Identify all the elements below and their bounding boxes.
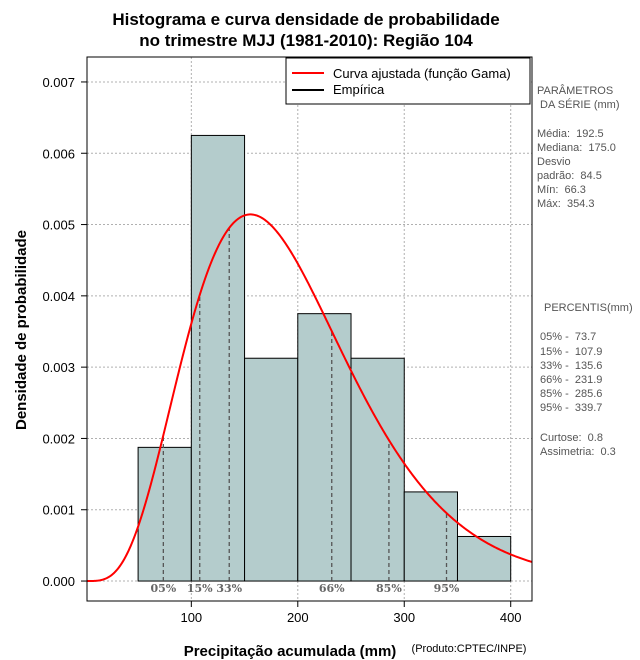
y-tick-label-7: 0.007 <box>42 75 75 90</box>
param-media: Média: 192.5 <box>537 128 604 140</box>
gamma-fit-curve <box>87 213 533 583</box>
histogram-bar-4 <box>350 357 405 582</box>
y-tick-label-5: 0.005 <box>42 218 75 233</box>
chart-title: Histograma e curva densidade de probabil… <box>112 10 499 50</box>
percentile-label-4: 85% <box>376 582 402 595</box>
stat-assimetria: Assimetria: 0.3 <box>540 446 616 458</box>
x-tick-label-1: 200 <box>287 610 309 625</box>
stat-curtose: Curtose: 0.8 <box>540 432 603 444</box>
series-parameters-panel: PARÂMETROS DA SÉRIE (mm) Média: 192.5 Me… <box>537 84 633 458</box>
percentil-33: 33% - 135.6 <box>540 360 602 372</box>
parameters-heading-line-2: DA SÉRIE (mm) <box>537 98 620 111</box>
y-tick-label-3: 0.003 <box>42 360 75 375</box>
histogram-bar-3 <box>297 313 352 582</box>
param-min: Mín: 66.3 <box>537 184 586 196</box>
x-tick-label-0: 100 <box>180 610 202 625</box>
percentil-15: 15% - 107.9 <box>540 346 602 358</box>
percentil-05: 05% - 73.7 <box>540 331 596 343</box>
percentile-label-2: 33% <box>216 582 242 595</box>
y-tick-label-6: 0.006 <box>42 146 75 161</box>
x-axis-title: Precipitação acumulada (mm) <box>184 643 397 660</box>
percentil-95: 95% - 339.7 <box>540 402 602 414</box>
percentis-heading: PERCENTIS(mm) <box>544 302 633 314</box>
legend-label-empirica: Empírica <box>333 82 385 97</box>
legend: Curva ajustada (função Gama) Empírica <box>285 57 531 105</box>
legend-box <box>285 57 531 105</box>
percentile-labels: 05% 15% 33% 66% 85% 95% <box>150 582 459 595</box>
histogram-bar-5 <box>403 491 458 582</box>
percentile-label-5: 95% <box>434 582 460 595</box>
y-tick-label-1: 0.001 <box>42 503 75 518</box>
percentil-85: 85% - 285.6 <box>540 388 602 400</box>
percentil-66: 66% - 231.9 <box>540 374 602 386</box>
y-axis: 0.000 0.001 0.002 0.003 0.004 0.005 0.006 0.007 <box>42 75 87 589</box>
x-axis: 100 200 300 400 <box>180 601 522 625</box>
histogram-bars <box>137 134 512 582</box>
chart-title-line-2: no trimestre MJJ (1981-2010): Região 104 <box>139 31 473 50</box>
percentile-label-3: 66% <box>319 582 345 595</box>
param-desvio: Desvio <box>537 156 571 168</box>
percentile-label-1: 15% <box>187 582 213 595</box>
product-credit: (Produto:CPTEC/INPE) <box>412 643 527 655</box>
percentile-lines <box>162 227 448 582</box>
histogram-bar-6 <box>456 535 512 582</box>
param-padrao: padrão: 84.5 <box>537 170 602 182</box>
x-tick-label-2: 300 <box>393 610 415 625</box>
y-tick-label-0: 0.000 <box>42 574 75 589</box>
plot-frame <box>86 56 533 602</box>
x-tick-label-3: 400 <box>500 610 522 625</box>
param-max: Máx: 354.3 <box>537 198 594 210</box>
histogram-bar-1 <box>190 134 246 582</box>
chart-title-line-1: Histograma e curva densidade de probabil… <box>112 10 499 29</box>
gamma-curve-layer <box>87 213 533 583</box>
histogram-bar-0 <box>137 446 192 582</box>
legend-label-gamma: Curva ajustada (função Gama) <box>333 66 511 81</box>
percentile-label-0: 05% <box>150 582 176 595</box>
param-mediana: Mediana: 175.0 <box>537 142 616 154</box>
y-tick-label-4: 0.004 <box>42 289 75 304</box>
y-tick-label-2: 0.002 <box>42 431 75 446</box>
y-axis-title: Densidade de probabilidade <box>13 230 30 430</box>
parameters-heading-line-1: PARÂMETROS <box>537 84 613 97</box>
histogram-bar-2 <box>244 357 299 582</box>
